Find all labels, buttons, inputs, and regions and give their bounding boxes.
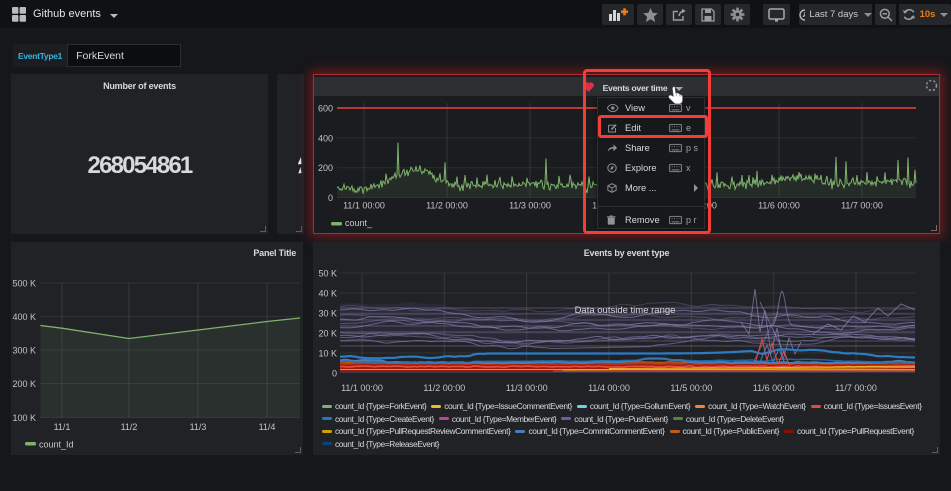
svg-text:count_Id: count_Id bbox=[39, 440, 74, 450]
svg-text:0: 0 bbox=[332, 369, 337, 379]
svg-text:200: 200 bbox=[318, 163, 333, 173]
svg-text:11/1: 11/1 bbox=[54, 422, 71, 432]
svg-text:40 K: 40 K bbox=[318, 289, 337, 299]
svg-text:50 K: 50 K bbox=[318, 269, 337, 279]
svg-text:11/6 00:00: 11/6 00:00 bbox=[758, 201, 800, 211]
svg-text:400: 400 bbox=[318, 133, 333, 143]
svg-text:500 K: 500 K bbox=[12, 279, 36, 289]
svg-text:30 K: 30 K bbox=[318, 309, 337, 319]
svg-text:11/2: 11/2 bbox=[121, 422, 138, 432]
svg-text:0: 0 bbox=[328, 193, 333, 203]
svg-text:11/5 00:00: 11/5 00:00 bbox=[670, 383, 712, 393]
svg-text:600: 600 bbox=[318, 104, 333, 114]
svg-text:11/7 00:00: 11/7 00:00 bbox=[835, 383, 877, 393]
svg-text:100 K: 100 K bbox=[12, 413, 36, 423]
svg-text:11/7 00:00: 11/7 00:00 bbox=[841, 201, 883, 211]
svg-text:11/2 00:00: 11/2 00:00 bbox=[423, 383, 465, 393]
svg-text:300 K: 300 K bbox=[12, 346, 36, 356]
svg-text:11/6 00:00: 11/6 00:00 bbox=[753, 383, 795, 393]
svg-text:400 K: 400 K bbox=[12, 312, 36, 322]
svg-text:11/3 00:00: 11/3 00:00 bbox=[509, 201, 551, 211]
svg-text:count_: count_ bbox=[345, 218, 373, 228]
svg-text:200 K: 200 K bbox=[12, 379, 36, 389]
svg-text:11/2 00:00: 11/2 00:00 bbox=[426, 201, 468, 211]
svg-text:11/4: 11/4 bbox=[259, 422, 276, 432]
svg-text:20 K: 20 K bbox=[318, 329, 337, 339]
svg-text:10 K: 10 K bbox=[318, 349, 337, 359]
svg-text:11/1 00:00: 11/1 00:00 bbox=[341, 383, 383, 393]
svg-text:11/3 00:00: 11/3 00:00 bbox=[506, 383, 548, 393]
svg-text:Data outside time range: Data outside time range bbox=[575, 305, 676, 316]
svg-text:11/3: 11/3 bbox=[190, 422, 207, 432]
svg-text:11/4 00:00: 11/4 00:00 bbox=[588, 383, 630, 393]
svg-text:11/1 00:00: 11/1 00:00 bbox=[343, 201, 385, 211]
